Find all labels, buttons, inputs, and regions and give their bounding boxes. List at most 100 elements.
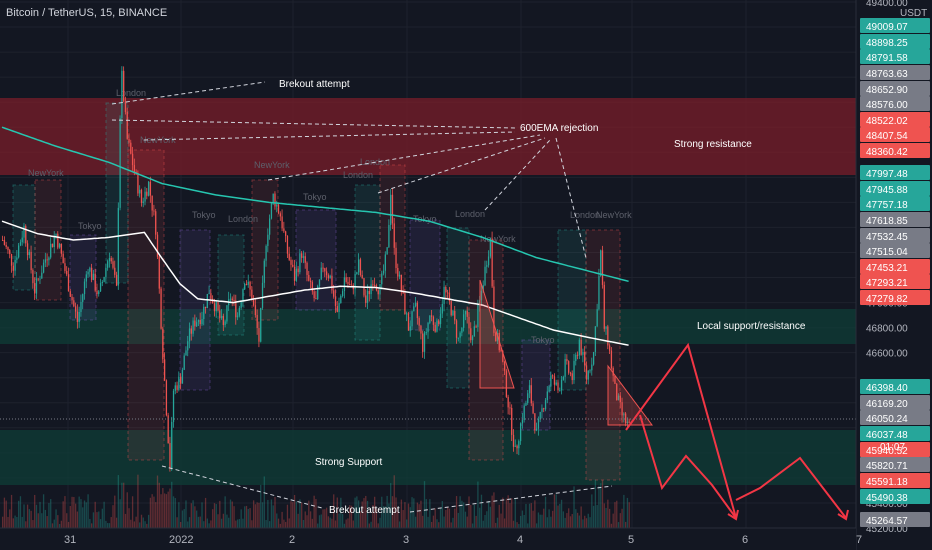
volume-bar	[178, 502, 180, 528]
price-tags: 49009.07 48898.25 48791.58 48763.63 48652.90…	[860, 18, 930, 527]
candle-body	[58, 243, 61, 248]
volume-bar	[626, 497, 629, 528]
volume-bar	[16, 517, 18, 528]
candle-body	[390, 194, 392, 225]
candle-body	[299, 253, 301, 273]
candle-body	[365, 295, 367, 303]
volume-bar	[530, 503, 532, 528]
volume-bar	[432, 515, 435, 528]
candle-body	[251, 289, 253, 301]
volume-bar	[356, 496, 358, 528]
session-label: London	[455, 209, 485, 219]
volume-bars	[2, 474, 630, 528]
candle-body	[119, 118, 121, 208]
candle-body	[422, 333, 424, 352]
volume-bar	[98, 511, 100, 528]
volume-bar	[600, 483, 602, 528]
volume-bar	[420, 500, 422, 528]
candle-body	[324, 268, 326, 272]
candle-body	[34, 283, 36, 294]
candle-body	[430, 315, 433, 317]
candle-body	[368, 291, 370, 295]
volume-bar	[338, 513, 340, 528]
candle-body	[181, 369, 184, 384]
volume-bar	[495, 522, 497, 528]
candle-body	[425, 332, 427, 334]
volume-bar	[438, 522, 440, 528]
price-tag-label: 47618.85	[866, 216, 908, 227]
volume-bar	[288, 518, 290, 528]
volume-bar	[430, 521, 433, 528]
time-axis[interactable]	[0, 528, 856, 550]
volume-bar	[537, 512, 540, 528]
volume-bar	[580, 506, 582, 528]
candle-body	[562, 376, 564, 380]
candle-body	[413, 306, 415, 312]
volume-bar	[67, 521, 70, 528]
candle-body	[584, 351, 586, 366]
zone-label-strong-resistance: Strong resistance	[674, 139, 752, 150]
candle-body	[416, 302, 419, 319]
price-tag-label: 49009.07	[866, 22, 908, 33]
price-tag-label: 45264.57	[866, 516, 908, 527]
candle-body	[482, 285, 484, 291]
volume-bar	[105, 520, 107, 528]
candle-body	[610, 350, 613, 369]
candle-body	[101, 281, 103, 284]
volume-bar	[196, 510, 198, 528]
candle-body	[215, 302, 217, 312]
volume-bar	[130, 519, 132, 528]
volume-bar	[584, 515, 586, 528]
volume-bar	[66, 513, 68, 528]
candle-body	[35, 278, 38, 294]
candle-body	[187, 341, 189, 351]
candle-body	[163, 359, 166, 381]
volume-bar	[172, 496, 175, 528]
candle-body	[23, 225, 25, 238]
volume-bar	[470, 504, 472, 528]
ema-fast-line	[1, 220, 629, 346]
candle-body	[137, 173, 139, 194]
candle-body	[174, 385, 176, 391]
candle-body	[516, 445, 518, 449]
candle-body	[318, 279, 321, 287]
volume-bar	[471, 523, 474, 528]
candle-body	[153, 210, 155, 212]
candle-body	[322, 267, 324, 269]
volume-bar	[265, 519, 267, 528]
candle-body	[391, 194, 394, 224]
volume-bar	[341, 514, 344, 528]
candle-body	[21, 237, 23, 243]
candle-body	[26, 243, 29, 256]
candle-body	[398, 274, 401, 277]
volume-bar	[487, 500, 490, 528]
volume-bar	[573, 486, 575, 528]
zone-label-local-support-resistance: Local support/resistance	[697, 321, 806, 332]
candle-body	[32, 270, 34, 284]
candle-body	[623, 413, 625, 416]
candle-body	[329, 275, 331, 279]
price-tag	[860, 212, 930, 227]
volume-bar	[295, 501, 297, 528]
price-tag	[860, 112, 930, 127]
volume-bar	[153, 496, 155, 528]
volume-bar	[525, 503, 527, 528]
candle-body	[92, 273, 95, 280]
volume-bar	[496, 517, 499, 528]
candle-body	[356, 272, 358, 274]
candle-body	[201, 318, 203, 325]
candle-body	[37, 278, 39, 280]
time-tick-label: 31	[64, 534, 76, 546]
volume-bar	[523, 514, 525, 528]
volume-bar	[589, 517, 591, 528]
candle-body	[475, 326, 477, 328]
volume-bar	[174, 498, 176, 528]
volume-bar	[557, 505, 559, 528]
volume-bar	[393, 475, 395, 528]
candle-body	[269, 218, 271, 235]
candle-body	[66, 270, 68, 275]
volume-bar	[64, 496, 66, 528]
volume-bar	[578, 515, 581, 528]
price-tag	[860, 243, 930, 258]
